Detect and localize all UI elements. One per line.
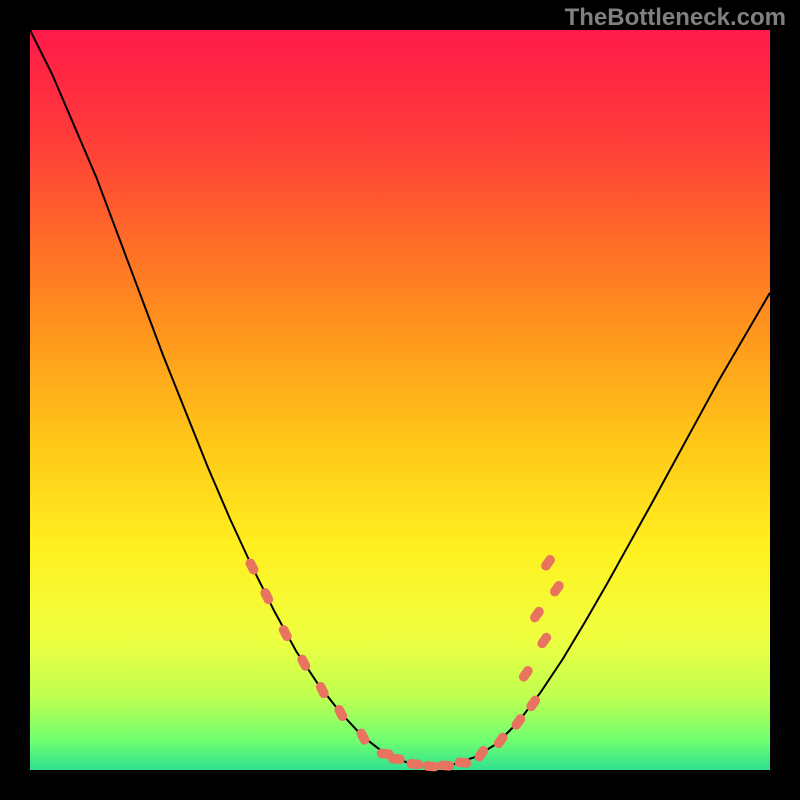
plot-background: [30, 30, 770, 770]
chart-container: TheBottleneck.com: [0, 0, 800, 800]
watermark-text: TheBottleneck.com: [565, 4, 786, 32]
bottleneck-curve-chart: [0, 0, 800, 800]
